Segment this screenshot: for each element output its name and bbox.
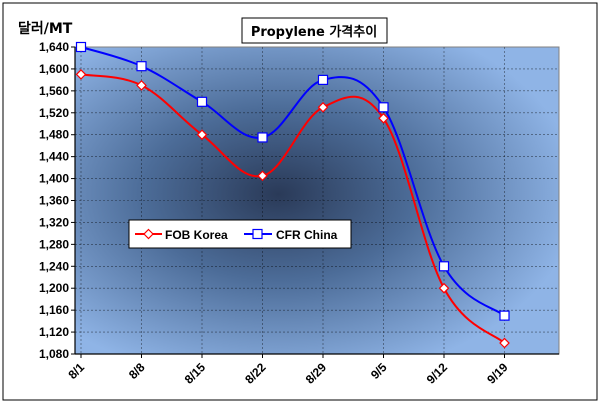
legend-box (128, 219, 352, 249)
y-tick-label: 1,520 (39, 106, 69, 120)
legend-label-cfr-china: CFR China (276, 228, 338, 242)
y-tick-label: 1,600 (39, 62, 69, 76)
data-point-fob-korea (317, 101, 329, 113)
y-tick-label: 1,160 (39, 303, 69, 317)
y-tick-label: 1,400 (39, 172, 69, 186)
series-lines (75, 41, 510, 349)
data-point-cfr-china (378, 102, 389, 113)
data-point-fob-korea (438, 282, 450, 294)
data-point-cfr-china (499, 310, 510, 321)
chart-title-box: Propylene 가격추이 (241, 17, 388, 44)
data-point-cfr-china (438, 261, 450, 272)
data-point-cfr-china (196, 96, 208, 107)
data-point-fob-korea (196, 129, 208, 141)
data-point-cfr-china (257, 132, 268, 143)
data-point-fob-korea (257, 170, 268, 182)
series-line-fob-korea (80, 73, 506, 344)
y-tick-label: 1,560 (39, 84, 69, 98)
y-tick-label: 1,120 (39, 325, 69, 339)
y-tick-label: 1,320 (39, 215, 69, 229)
data-point-fob-korea (75, 69, 87, 80)
legend-label-fob-korea: FOB Korea (165, 228, 228, 242)
legend-marker-fob-korea (143, 228, 154, 240)
y-tick-label: 1,440 (39, 150, 69, 164)
y-tick-label: 1,240 (39, 259, 69, 273)
data-point-cfr-china (75, 41, 87, 53)
y-tick-label: 1,080 (39, 347, 69, 361)
legend-marker-cfr-china (252, 228, 263, 240)
y-tick-label: 1,200 (39, 281, 69, 295)
series-line-cfr-china (80, 46, 506, 317)
y-tick-label: 1,640 (39, 40, 69, 54)
y-tick-label: 1,280 (39, 237, 69, 251)
legend: FOB Korea CFR China (128, 219, 352, 249)
data-point-fob-korea (136, 80, 147, 91)
y-tick-label: 1,480 (39, 128, 69, 142)
data-point-cfr-china (317, 74, 329, 85)
data-point-fob-korea (499, 337, 510, 349)
y-axis-unit-label: 달러/MT (18, 21, 73, 37)
title-box-border (241, 17, 388, 44)
data-point-cfr-china (136, 61, 147, 72)
chart-title: Propylene 가격추이 (251, 24, 377, 40)
y-tick-label: 1,360 (39, 194, 69, 208)
data-point-fob-korea (378, 112, 389, 124)
